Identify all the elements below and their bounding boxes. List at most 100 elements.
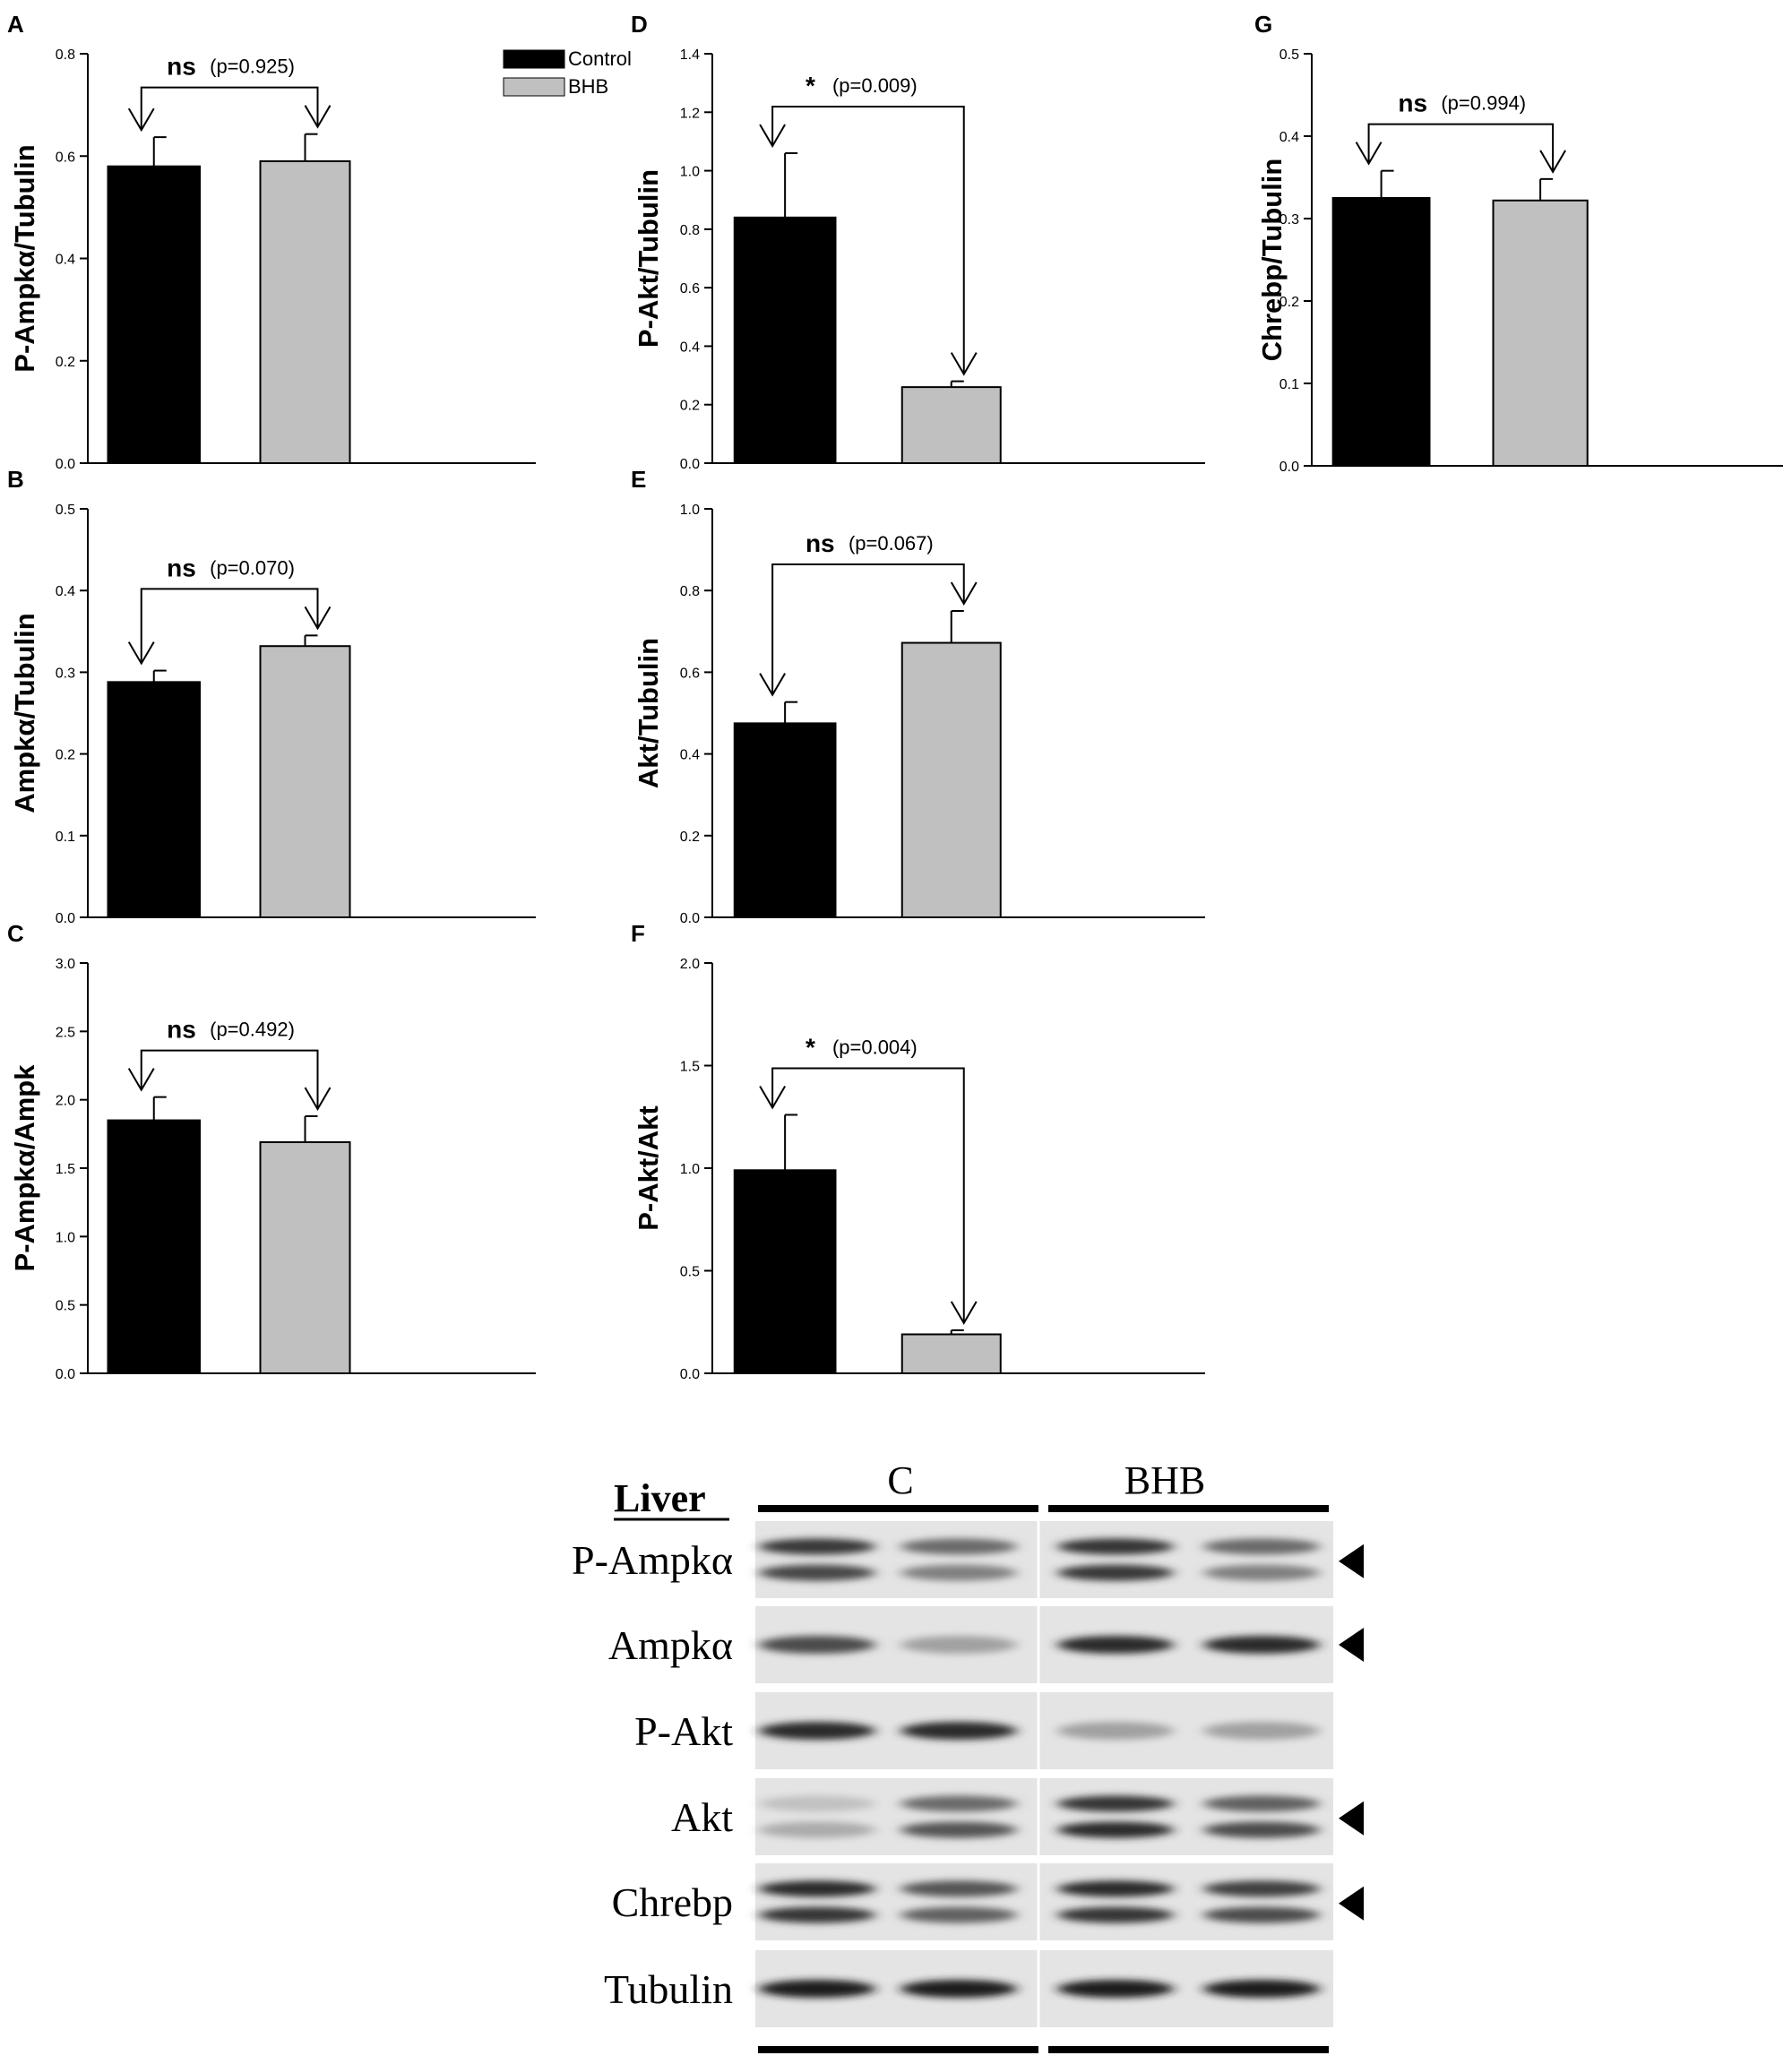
y-tick-label: 2.0: [680, 957, 700, 972]
blot-group-label-c: C: [887, 1458, 913, 1502]
blot-band: [1203, 1821, 1320, 1838]
blot-band: [759, 1795, 875, 1812]
y-tick-label: 0.0: [680, 911, 700, 926]
y-tick-label: 2.0: [56, 1094, 75, 1109]
y-tick-label: 0.3: [1279, 212, 1299, 228]
blot-membrane: [755, 1863, 1333, 1940]
bar-bhb: [900, 641, 1002, 918]
blot-rows: P-Ampkα Ampkα P-Akt Akt Chrebp Tubulin: [572, 1521, 1364, 2027]
blot-band: [759, 1538, 875, 1555]
blot-band: [900, 1906, 1017, 1923]
y-tick-label: 0.0: [56, 457, 75, 472]
y-tick-label: 1.2: [680, 106, 700, 121]
significance-bracket: ns (p=0.994): [1355, 90, 1566, 174]
blot-band: [1203, 1538, 1320, 1555]
blot-membrane: [755, 1521, 1333, 1598]
legend-label-bhb: BHB: [568, 75, 608, 98]
bracket-arrowhead: [1539, 150, 1566, 174]
y-tick-label: 0.0: [680, 1367, 700, 1382]
blot-row-tubulin: Tubulin: [604, 1950, 1333, 2027]
bracket-arrowhead: [127, 1068, 155, 1092]
bracket-arrowhead: [1355, 142, 1383, 166]
y-tick-label: 0.0: [680, 457, 700, 472]
bracket-arrowhead: [759, 1085, 786, 1110]
chart-panel-a: A 0.0 0.2 0.4 0.6 0.8 P-Ampkα/Tubulin ns (p=0.92…: [7, 11, 536, 472]
blot-band: [759, 1906, 875, 1923]
chart-panel-b: B 0.0 0.1 0.2 0.3 0.4 0.5 Ampkα/Tubulin ns (p=0.0…: [7, 466, 536, 926]
bar-bhb: [900, 386, 1002, 464]
y-tick-label: 0.1: [56, 830, 75, 845]
blot-row-label: Tubulin: [604, 1966, 733, 2012]
bracket-arrowhead: [950, 581, 978, 606]
blot-band: [900, 1538, 1017, 1555]
blot-band: [759, 1636, 875, 1654]
y-tick-label: 0.8: [680, 223, 700, 238]
y-tick-label: 0.4: [56, 253, 75, 268]
blot-band: [1057, 1636, 1174, 1654]
p-value-label: (p=0.492): [210, 1019, 295, 1041]
bar-control: [107, 681, 201, 918]
bracket-line: [140, 1049, 319, 1109]
panel-letter: A: [7, 11, 24, 38]
panel-letter: D: [631, 11, 648, 38]
bracket-arrowhead: [950, 352, 978, 376]
bar-bhb: [259, 159, 351, 464]
blot-row-label: Akt: [671, 1794, 733, 1840]
bar-bhb: [259, 645, 351, 918]
y-tick-label: 1.4: [680, 47, 700, 63]
bracket-arrowhead: [304, 1087, 332, 1111]
significance-mark: ns: [167, 1016, 196, 1044]
bracket-line: [771, 105, 965, 374]
y-tick-label: 0.4: [680, 340, 700, 355]
y-tick-label: 0.2: [680, 830, 700, 845]
bracket-arrowhead: [304, 606, 332, 631]
y-tick-label: 0.4: [1279, 130, 1299, 145]
blot-band: [1057, 1538, 1174, 1555]
blot-band: [900, 1880, 1017, 1897]
y-tick-label: 0.6: [56, 150, 75, 165]
y-tick-label: 0.5: [56, 503, 75, 518]
bracket-line: [1367, 123, 1555, 172]
y-tick-label: 0.0: [56, 1367, 75, 1382]
bracket-arrowhead: [304, 105, 332, 129]
blot-row-label: Ampkα: [608, 1622, 733, 1668]
blot-title: Liver: [614, 1476, 706, 1520]
y-tick-label: 0.2: [56, 748, 75, 763]
blot-row-label: Chrebp: [612, 1879, 733, 1925]
blot-group-bar-bhb-bottom: [1048, 2046, 1329, 2053]
y-tick-label: 0.6: [680, 666, 700, 681]
panel-letter: C: [7, 920, 24, 947]
bracket-line: [771, 1067, 965, 1323]
bar-control: [107, 165, 201, 465]
panel-letter: E: [631, 466, 646, 493]
chart-panel-f: F 0.0 0.5 1.0 1.5 2.0 P-Akt/Akt * (p=0.004): [631, 920, 1205, 1382]
legend-swatch-control: [503, 49, 565, 69]
legend: Control BHB: [503, 47, 632, 98]
y-tick-label: 0.8: [680, 584, 700, 599]
significance-mark: *: [806, 72, 815, 99]
band-indicator-arrow: [1339, 1628, 1364, 1662]
y-axis-label: Akt/Tubulin: [633, 638, 664, 788]
y-tick-label: 1.0: [680, 165, 700, 180]
bracket-line: [140, 588, 319, 664]
significance-mark: *: [806, 1033, 815, 1061]
y-tick-label: 2.5: [56, 1025, 75, 1040]
significance-bracket: ns (p=0.492): [127, 1016, 332, 1111]
blot-band: [1203, 1880, 1320, 1897]
bracket-arrowhead: [759, 124, 786, 148]
y-tick-label: 0.0: [1279, 460, 1299, 475]
blot-membrane: [755, 1778, 1333, 1855]
y-tick-label: 0.4: [56, 584, 75, 599]
y-tick-label: 0.8: [56, 47, 75, 63]
blot-band: [759, 1722, 875, 1740]
blot-row-chrebp: Chrebp: [612, 1863, 1364, 1940]
y-axis-label: P-Akt/Tubulin: [633, 169, 664, 348]
y-tick-label: 3.0: [56, 957, 75, 972]
y-axis-label: P-Ampkα/Tubulin: [9, 144, 40, 372]
blot-band: [1203, 1795, 1320, 1812]
blot-band: [1057, 1880, 1174, 1897]
bar-control: [107, 1119, 201, 1374]
blot-band: [759, 1880, 875, 1897]
western-blot: Liver C BHB P-Ampkα Ampkα P-Akt Akt Chrebp Tu…: [572, 1458, 1364, 2053]
